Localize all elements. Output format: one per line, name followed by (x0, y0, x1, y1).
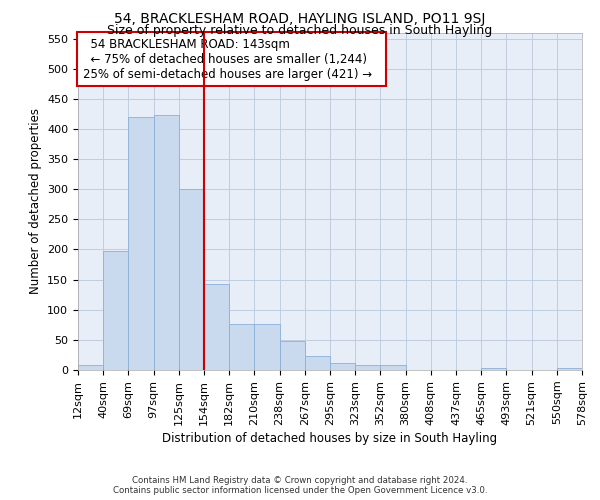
Bar (330, 364, 355, 370)
Bar (355, 365, 380, 370)
Bar (78, 365, 103, 370)
Bar (280, 341, 305, 370)
Bar (103, 252, 128, 370)
Text: 54, BRACKLESHAM ROAD, HAYLING ISLAND, PO11 9SJ: 54, BRACKLESHAM ROAD, HAYLING ISLAND, PO… (115, 12, 485, 26)
Bar (204, 284, 229, 370)
Bar (557, 368, 582, 370)
Bar (154, 115, 179, 370)
Bar (179, 189, 204, 370)
Text: Contains HM Land Registry data © Crown copyright and database right 2024.
Contai: Contains HM Land Registry data © Crown c… (113, 476, 487, 495)
Bar (481, 368, 506, 370)
Bar (305, 356, 330, 370)
X-axis label: Distribution of detached houses by size in South Hayling: Distribution of detached houses by size … (163, 432, 497, 444)
Bar (254, 324, 280, 370)
Bar (229, 324, 254, 370)
Y-axis label: Number of detached properties: Number of detached properties (29, 108, 41, 294)
Bar (380, 365, 406, 370)
Bar (128, 117, 154, 370)
Text: 54 BRACKLESHAM ROAD: 143sqm
  ← 75% of detached houses are smaller (1,244)
25% o: 54 BRACKLESHAM ROAD: 143sqm ← 75% of det… (83, 38, 380, 80)
Text: Size of property relative to detached houses in South Hayling: Size of property relative to detached ho… (107, 24, 493, 37)
